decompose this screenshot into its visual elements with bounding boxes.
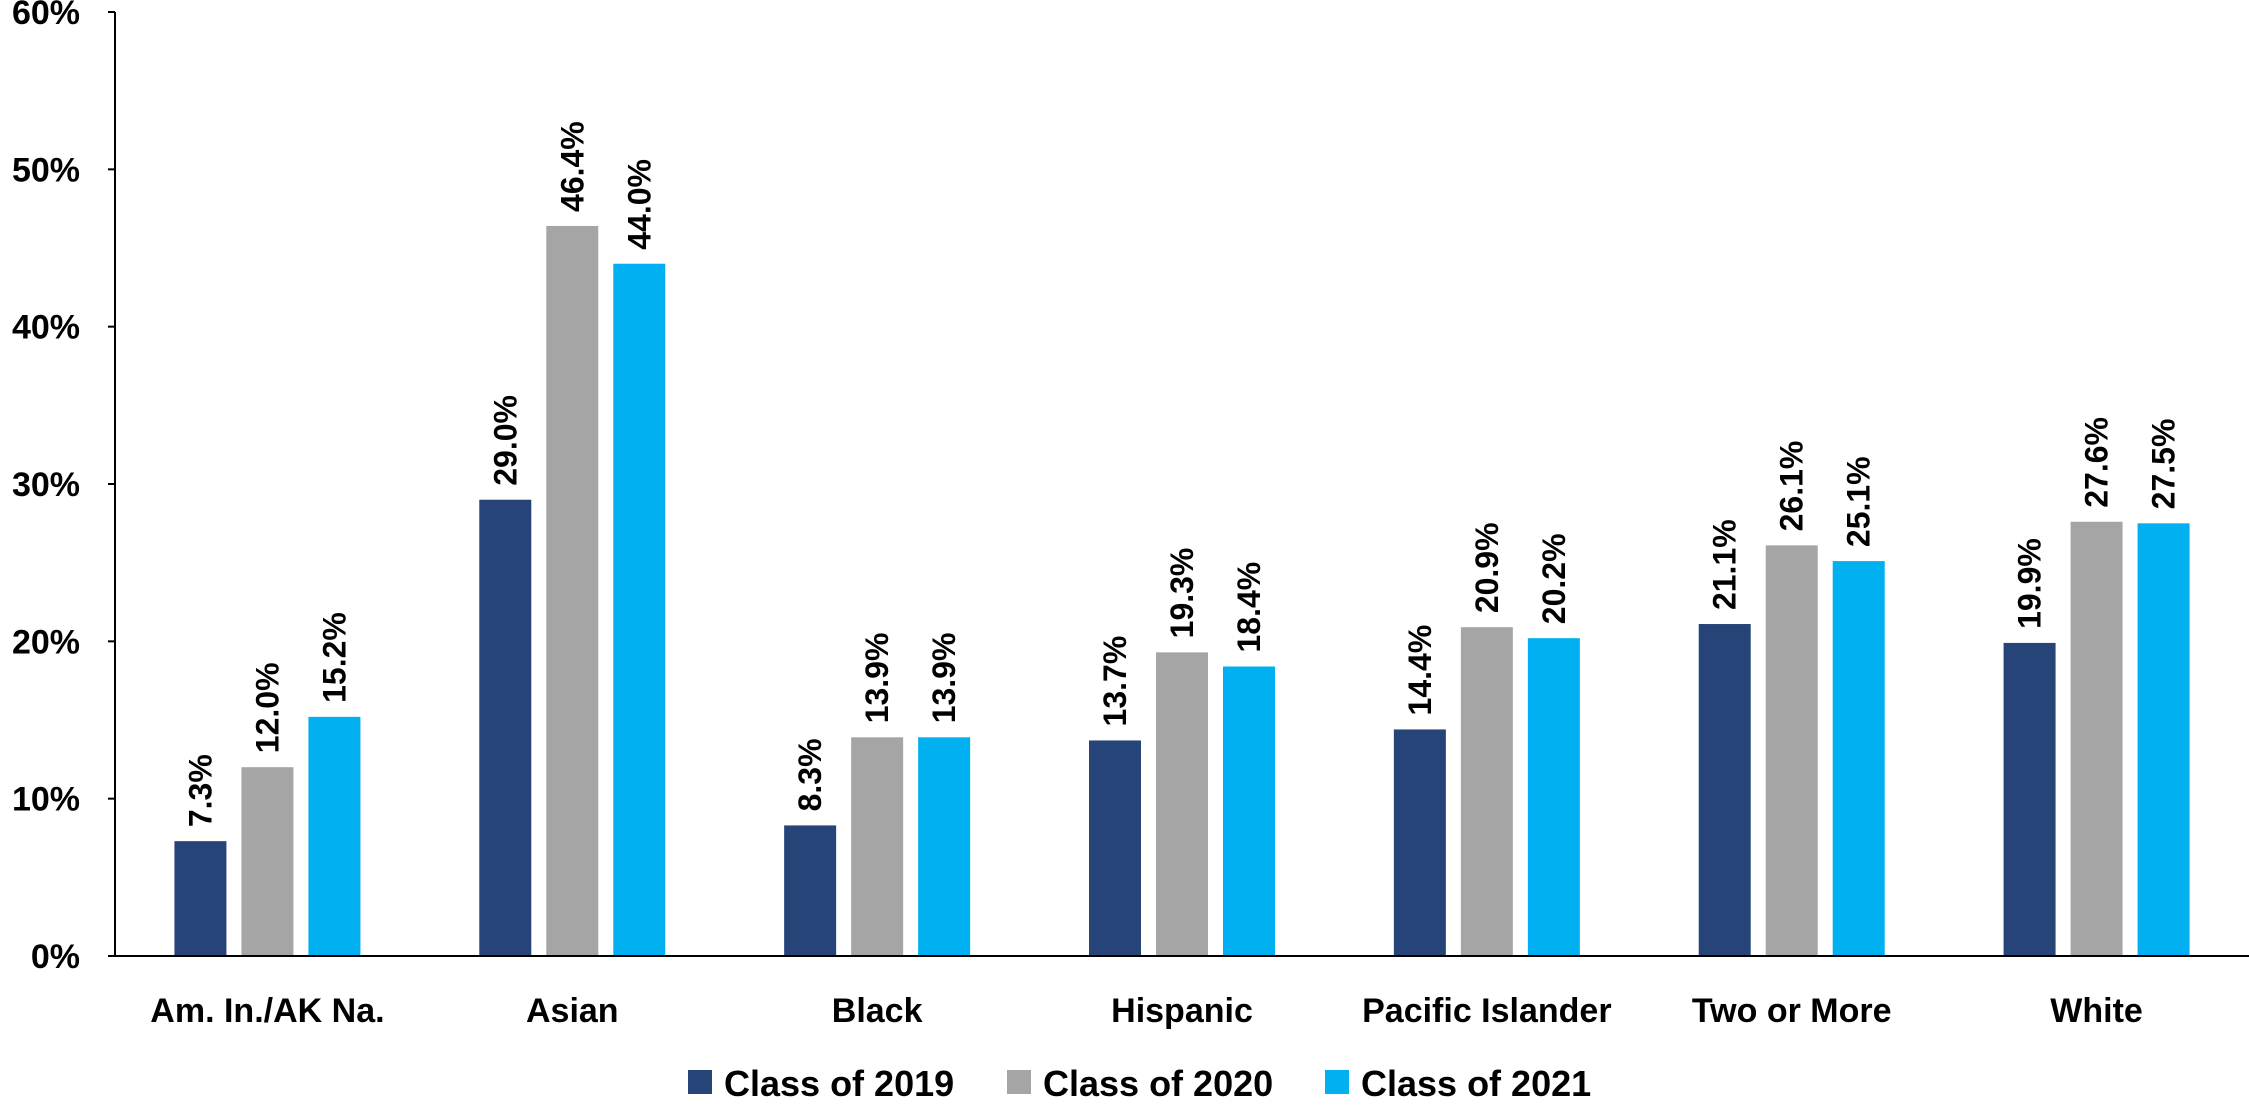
x-axis-ticks: Am. In./AK Na. Asian Black Hispanic Pacific … <box>150 992 2143 1030</box>
data-label: 21.1% <box>1707 519 1743 610</box>
data-label: 8.3% <box>792 738 828 811</box>
x-tick-label: White <box>2050 992 2143 1030</box>
data-label: 13.9% <box>926 633 962 724</box>
x-tick-label: Hispanic <box>1111 992 1253 1030</box>
y-tick-label: 60% <box>12 0 80 32</box>
bar <box>174 841 227 956</box>
bar <box>1460 627 1513 956</box>
x-tick-label: Asian <box>526 992 619 1030</box>
x-tick-label: Two or More <box>1692 992 1892 1030</box>
legend-label: Class of 2021 <box>1361 1063 1591 1104</box>
bar <box>2070 521 2123 956</box>
bar <box>784 825 837 956</box>
y-tick-label: 10% <box>12 781 80 819</box>
data-label: 46.4% <box>554 121 590 212</box>
data-label: 18.4% <box>1231 562 1267 653</box>
bar <box>1223 666 1275 956</box>
y-tick-label: 0% <box>31 938 80 976</box>
legend-swatch <box>688 1070 712 1094</box>
data-label: 14.4% <box>1402 625 1438 716</box>
legend-swatch <box>1325 1070 1349 1094</box>
data-label: 13.9% <box>859 633 895 724</box>
data-label: 19.3% <box>1164 548 1200 639</box>
data-label: 12.0% <box>249 662 285 753</box>
bar <box>479 499 532 956</box>
y-axis-ticks: 0% 10% 20% 30% 40% 50% 60% <box>12 0 115 976</box>
bar <box>308 716 361 956</box>
x-tick-label: Pacific Islander <box>1362 992 1611 1030</box>
data-label: 29.0% <box>487 395 523 486</box>
data-label: 26.1% <box>1774 441 1810 532</box>
data-label: 25.1% <box>1841 456 1877 547</box>
data-label: 19.9% <box>2012 538 2048 629</box>
bar <box>241 767 294 956</box>
legend-label: Class of 2019 <box>724 1063 954 1104</box>
data-label: 13.7% <box>1097 636 1133 727</box>
bar <box>1765 545 1818 956</box>
y-tick-label: 30% <box>12 466 80 504</box>
bar <box>1156 652 1208 956</box>
data-label: 15.2% <box>316 612 352 703</box>
data-label: 20.9% <box>1469 522 1505 613</box>
bar <box>546 225 599 956</box>
y-tick-label: 50% <box>12 151 80 189</box>
data-labels: 7.3% 12.0% 15.2% 29.0% 46.4% 44.0% 8.3% 13.9% 13… <box>182 121 2181 827</box>
bar <box>2137 523 2190 956</box>
x-tick-label: Black <box>832 992 923 1030</box>
data-label: 27.5% <box>2146 419 2182 510</box>
x-tick-label: Am. In./AK Na. <box>150 992 384 1030</box>
data-label: 27.6% <box>2079 417 2115 508</box>
bar <box>613 263 666 956</box>
bar <box>1832 561 1885 956</box>
data-label: 44.0% <box>621 159 657 250</box>
bar <box>1698 624 1751 956</box>
bar <box>918 737 971 956</box>
bar <box>1089 740 1141 956</box>
legend-swatch <box>1007 1070 1031 1094</box>
data-label: 7.3% <box>182 754 218 827</box>
bar <box>851 737 904 956</box>
bar <box>2003 642 2056 956</box>
axes <box>114 12 2249 957</box>
bars <box>174 225 2190 956</box>
data-label: 20.2% <box>1536 533 1572 624</box>
legend: Class of 2019 Class of 2020 Class of 2021 <box>688 1063 1591 1104</box>
bar <box>1393 729 1446 956</box>
y-tick-label: 40% <box>12 309 80 347</box>
bar <box>1527 638 1580 956</box>
legend-label: Class of 2020 <box>1043 1063 1273 1104</box>
y-tick-label: 20% <box>12 623 80 661</box>
